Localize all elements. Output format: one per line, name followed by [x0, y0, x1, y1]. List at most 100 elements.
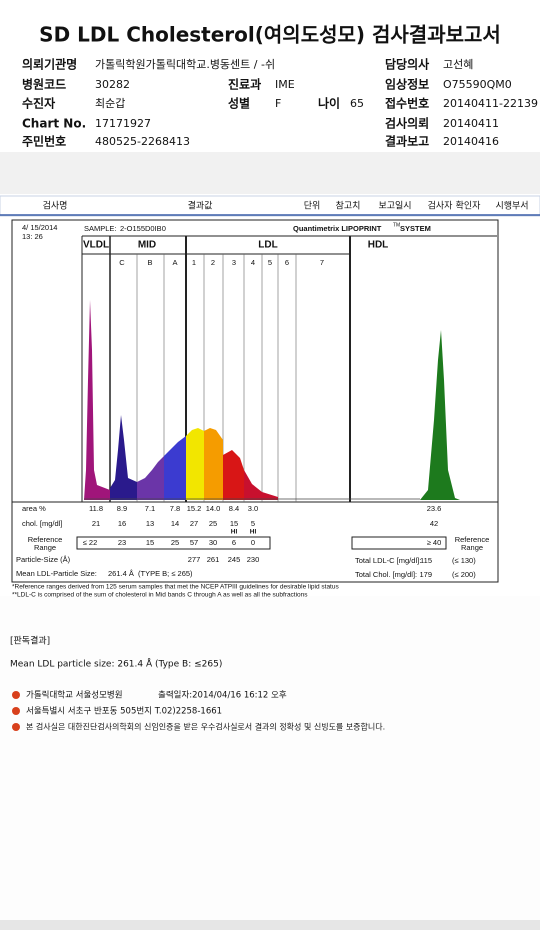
interp-text: Mean LDL particle size: 261.4 Å (Type B:…: [10, 658, 222, 670]
column-header: 검사자: [428, 200, 454, 212]
row-label: Reference: [455, 535, 490, 544]
graph-time: 13: 26: [22, 232, 43, 241]
info-value: 가톨릭학원가톨릭대학교.병동센트 / -쉬: [95, 58, 275, 71]
row-value: 7.1: [145, 504, 155, 513]
row-value: 15: [230, 519, 238, 528]
ref-value: 0: [251, 538, 255, 547]
info-value: 20140411-22139: [443, 97, 538, 110]
hdl-value: 23.6: [427, 504, 442, 513]
row-value: 27: [190, 519, 198, 528]
info-label: 주민번호: [22, 134, 66, 149]
ref-box: [76, 536, 271, 550]
ref-value: 6: [232, 538, 236, 547]
row-value: 11.8: [89, 504, 103, 513]
row-value: 8.9: [117, 504, 127, 513]
info-value: 30282: [95, 78, 130, 91]
table-header-bar: [0, 195, 540, 217]
total-range: (≤ 200): [452, 570, 476, 579]
graph-date: 4/ 15/2014: [22, 223, 57, 232]
total-value: 115: [420, 556, 432, 565]
subband-label: 3: [232, 258, 236, 267]
info-label: 담당의사: [385, 57, 429, 72]
info-label: 검사의뢰: [385, 116, 429, 131]
info-value: 65: [350, 97, 364, 110]
column-header: 단위: [304, 201, 321, 212]
mean-value: 261.4 Å: [108, 569, 134, 578]
bottom-band: [0, 920, 540, 930]
total-label: Total Chol. [mg/dl]:: [355, 570, 417, 579]
info-label: 병원코드: [22, 77, 66, 92]
footnote: **LDL-C is comprised of the sum of chole…: [12, 592, 308, 599]
footer-text: 가톨릭대학교 서울성모병원: [26, 690, 123, 701]
info-value: 최순갑: [95, 97, 125, 110]
row-value: 16: [118, 519, 126, 528]
subband-label: 2: [211, 258, 215, 267]
mean-label: Mean LDL-Particle Size:: [16, 569, 97, 578]
info-value: 고선혜: [443, 58, 473, 71]
info-label: 결과보고: [385, 134, 429, 149]
row-label: area %: [22, 504, 46, 513]
info-value: 17171927: [95, 117, 151, 130]
column-header: 시행부서: [495, 200, 528, 212]
info-value: 20140416: [443, 135, 499, 148]
info-label: 수진자: [22, 96, 55, 111]
ref-value: 25: [171, 538, 179, 547]
row-label: Reference: [28, 535, 63, 544]
column-header: 결과값: [188, 200, 213, 212]
flag: HI: [250, 529, 257, 536]
brand-tm: TM: [393, 222, 400, 228]
info-value: 480525-2268413: [95, 135, 190, 148]
bullets: [12, 691, 20, 731]
band-label: LDL: [258, 240, 277, 251]
particle-value: 245: [228, 555, 241, 564]
ref-value: ≤ 22: [83, 538, 98, 547]
brand-system: SYSTEM: [400, 224, 431, 233]
row-value: 25: [209, 519, 217, 528]
row-label: Range: [461, 543, 483, 552]
info-label: 나이: [318, 96, 340, 111]
info-value: 20140411: [443, 117, 499, 130]
electropherogram: [84, 300, 460, 500]
row-value: 13: [146, 519, 154, 528]
info-value: IME: [275, 78, 295, 91]
row-value: 14.0: [206, 504, 221, 513]
row-label: Range: [34, 543, 56, 552]
subband-label: A: [172, 258, 177, 267]
sample-id: 2-O155D0IB0: [120, 224, 166, 233]
footer-text: 본 검사실은 대한진단검사의학회의 신임인증을 받은 우수검사실로서 결과의 정…: [26, 722, 385, 732]
brand: Quantimetrix LIPOPRINT: [293, 224, 382, 233]
subband-label: B: [147, 258, 152, 267]
ref-value: 57: [190, 538, 198, 547]
particle-value: 277: [188, 555, 201, 564]
ref-value: 30: [209, 538, 217, 547]
total-range: (≤ 130): [452, 556, 476, 565]
mean-type: (TYPE B; ≤ 265): [138, 569, 193, 578]
subband-label: 4: [251, 258, 255, 267]
band-label: HDL: [368, 240, 389, 251]
interp-heading: [판독결과]: [10, 636, 50, 647]
subband-label: 7: [320, 258, 324, 267]
info-label: 임상정보: [385, 77, 429, 92]
column-header: 보고일시: [378, 201, 411, 212]
particle-value: 230: [247, 555, 260, 564]
subband-label: 5: [268, 258, 272, 267]
band-label: MID: [138, 240, 156, 251]
sample-label: SAMPLE:: [84, 224, 117, 233]
band-label: VLDL: [83, 240, 109, 251]
column-header: 검사명: [43, 200, 68, 212]
particle-value: 261: [207, 555, 220, 564]
ref-box: [351, 536, 447, 550]
hdl-ref: ≥ 40: [427, 538, 442, 547]
row-label: Particle-Size (Å): [16, 555, 71, 564]
lower-area: [0, 596, 540, 920]
info-label: 진료과: [228, 77, 261, 92]
footer-extra: 출력일자:2014/04/16 16:12 오후: [158, 690, 287, 701]
row-value: 8.4: [229, 504, 239, 513]
column-header: 확인자: [456, 200, 482, 212]
info-value: F: [275, 97, 281, 110]
flag: HI: [231, 529, 238, 536]
info-value: O75590QM0: [443, 78, 512, 91]
subband-label: 6: [285, 258, 289, 267]
ref-value: 15: [146, 538, 154, 547]
